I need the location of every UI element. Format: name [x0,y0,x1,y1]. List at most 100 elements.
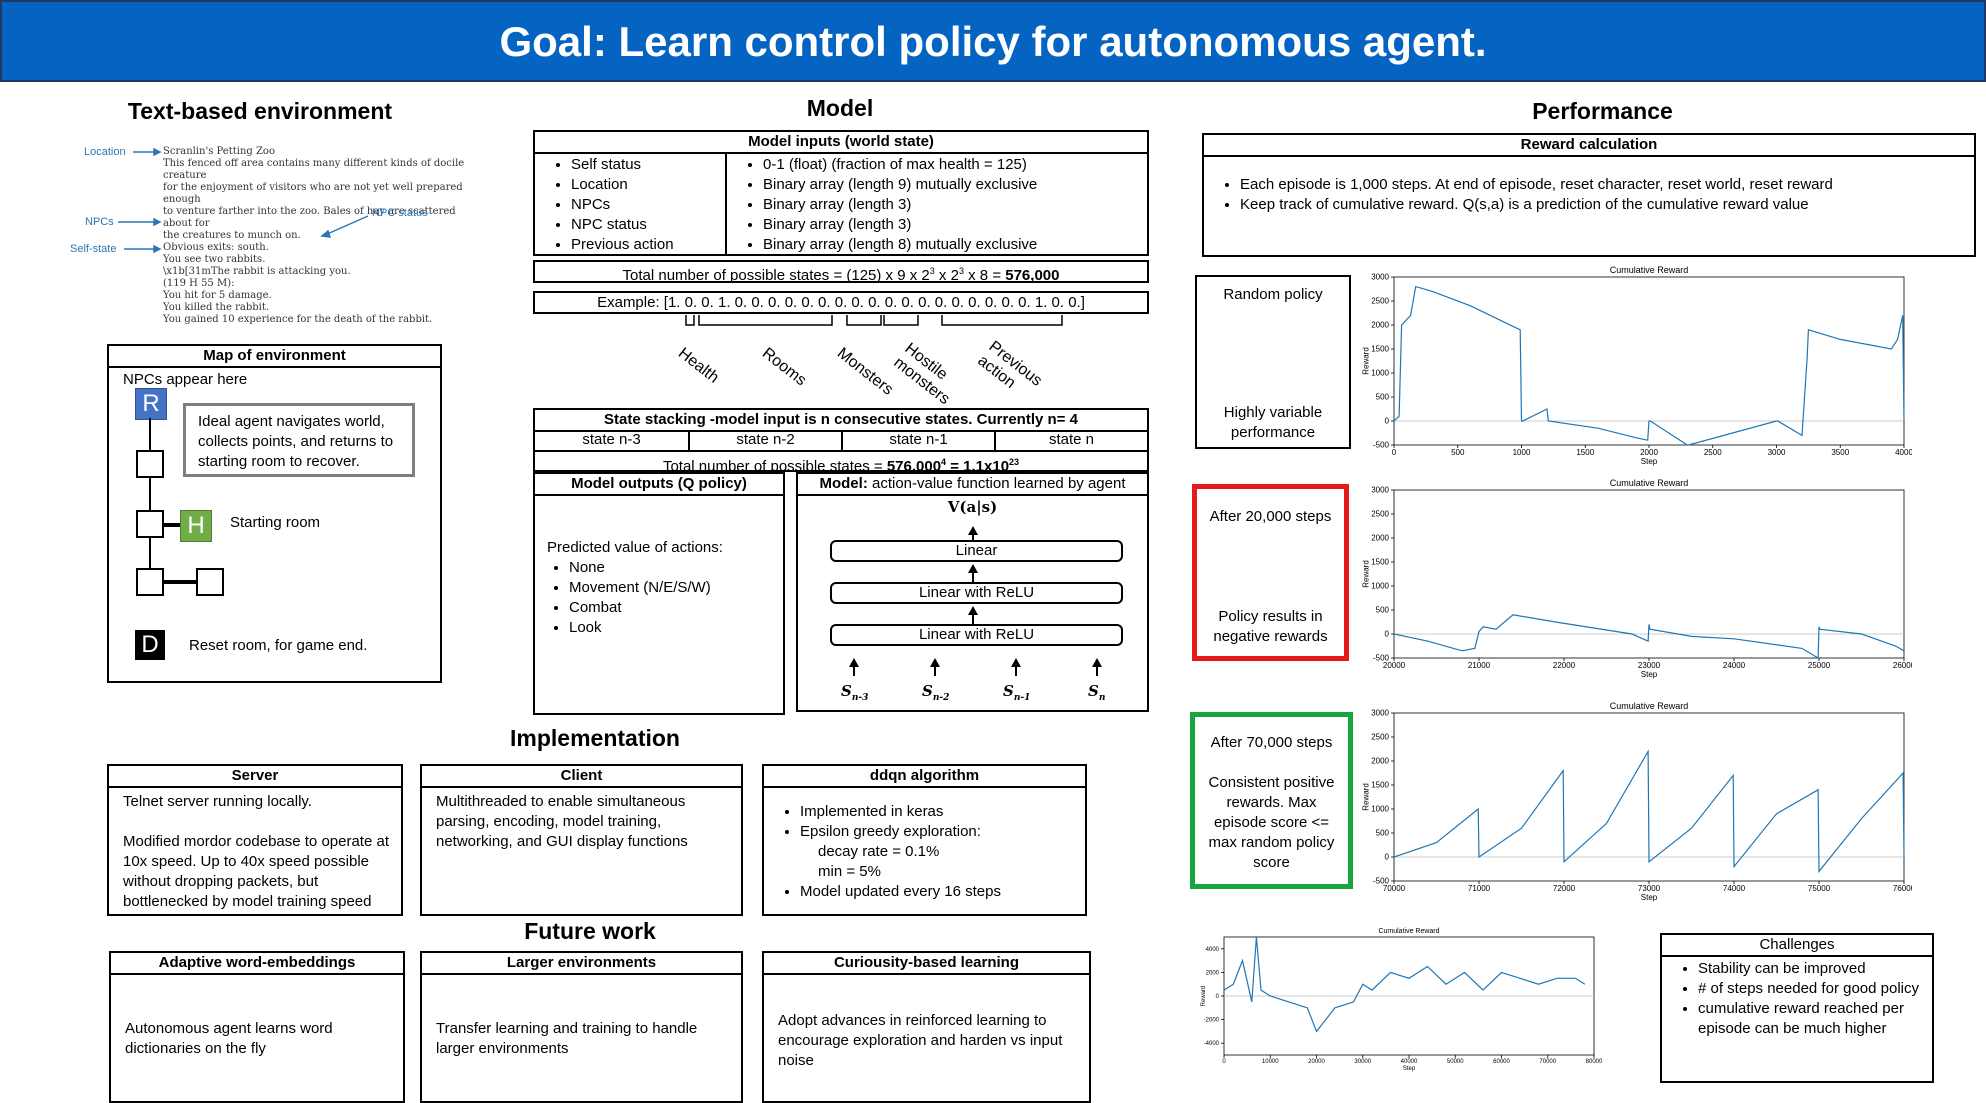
chart-ytick-label: 1000 [1371,369,1389,378]
chart-xtick-label: 20000 [1383,661,1406,670]
stack-state-2: state n-2 [736,431,795,448]
map-starting-room: Starting room [230,514,321,531]
ddqn-item-1: Implemented in keras [800,802,1100,822]
outputs-panel: Model outputs (Q policy) Predicted value… [533,472,785,715]
model-input-name: NPC status [571,215,741,235]
nn-input-arrow-2 [930,658,940,667]
perf-box-20k: After 20,000 steps Policy results in neg… [1192,484,1349,661]
chart-series-line [1393,749,1905,874]
chart-xlabel: Step [1641,893,1658,902]
map-link-h [164,523,180,527]
ddqn-list: Implemented in keras Epsilon greedy expl… [778,802,1100,902]
challenges-panel: Challenges Stability can be improved# of… [1660,933,1934,1083]
chart-xtick-label: 20000 [1308,1059,1325,1065]
nn-top-label: V(a|s) [947,498,998,516]
chart-ytick-label: 3000 [1371,273,1389,282]
group-label-health: Health [674,344,722,387]
outputs-header: Model outputs (Q policy) [535,474,783,496]
perf-box-random: Random policy Highly variable performanc… [1195,275,1351,449]
stack-total-eq: = 1.1x10 [946,458,1010,475]
chart-xtick-label: 60000 [1493,1059,1510,1065]
nn-input-s1-sub: n-3 [851,693,869,703]
client-header: Client [422,766,741,788]
challenge-item: Stability can be improved [1698,959,1946,979]
stack-div-3 [994,430,996,450]
chart-xtick-label: 73000 [1638,884,1661,893]
chart-xtick-label: 1500 [1576,448,1594,457]
env-label-npc-status: NPC status [372,207,428,219]
stacking-row-line [535,450,1147,452]
stacking-panel: State stacking -model input is n consecu… [533,408,1149,475]
output-action: Combat [569,598,711,618]
stack-total-prefix: Total number of possible states = [662,458,887,475]
nn-input-line-2 [934,666,936,676]
chart-random-policy: Cumulative Reward 0 500 1000 1500 2000 2500 300… [1361,265,1912,466]
chart-ylabel: Reward [1361,560,1370,588]
chart-xtick-label: 75000 [1808,884,1831,893]
chart-xtick-label: 30000 [1354,1059,1371,1065]
future-b-panel: Larger environments Transfer learning an… [420,951,743,1103]
chart-series-line [1393,614,1905,660]
group-label-monsters: Monsters [833,344,897,399]
example-box: Example: [1. 0. 0. 1. 0. 0. 0. 0. 0. 0. … [533,291,1149,314]
nn-input-s4: Sn [1088,682,1105,703]
group-label-previous: Previous action [974,338,1051,409]
perf-title: Performance [1532,98,1673,124]
chart-ylabel: Reward [1361,347,1370,375]
map-link-3 [149,538,151,572]
chart-xtick-label: 26000 [1893,661,1912,670]
nn-header: Model: action-value function learned by … [798,474,1147,496]
env-text-block: Scranlin's Petting Zoo This fenced off ar… [163,146,483,326]
perf-70k-top: After 70,000 steps [1210,734,1333,751]
nn-arrow-3 [968,606,978,615]
chart-ytick-label: 500 [1376,393,1390,402]
chart-series-line [1393,285,1905,446]
map-link-4 [164,580,198,584]
perf-20k-top: After 20,000 steps [1209,508,1332,525]
env-line: \x1b[31mThe rabbit is attacking you. [163,266,351,277]
total-states-prefix: Total number of possible states = (125) … [622,267,930,284]
chart-xtick-label: 3000 [1768,448,1786,457]
chart-70k-steps: Cumulative Reward 70000 71000 72000 73000 740… [1361,701,1912,902]
model-input-name: NPCs [571,195,741,215]
env-line: Obvious exits: south. [163,242,269,253]
model-input-name: Self status [571,155,741,175]
env-label-self-state: Self-state [70,243,117,255]
map-room-1 [136,450,164,478]
nn-arrow-2-line [972,572,974,582]
env-line: Scranlin's Petting Zoo [163,146,275,157]
model-input-name: Location [571,175,741,195]
chart-xtick-label: 76000 [1893,884,1912,893]
group-label-hostile-text: Hostile monsters [890,340,953,409]
nn-input-line-4 [1096,666,1098,676]
chart-xtick-label: 70000 [1539,1059,1556,1065]
nn-input-s3: Sn-1 [1003,682,1030,703]
banner-title: Goal: Learn control policy for autonomou… [499,18,1487,65]
nn-input-s4-sub: n [1098,693,1106,703]
env-label-location: Location [84,146,126,158]
future-a-panel: Adaptive word-embeddings Autonomous agen… [109,951,405,1103]
map-panel: Map of environment NPCs appear here R H … [107,344,442,683]
chart-xtick-label: 3500 [1831,448,1849,457]
outputs-intro: Predicted value of actions: [547,539,723,556]
group-label-hostile: Hostile monsters [890,340,967,411]
chart-ytick-label: 1500 [1371,558,1389,567]
title-banner: Goal: Learn control policy for autonomou… [0,0,1986,82]
stack-total: Total number of possible states = 576,00… [535,452,1147,477]
model-input-encoding: Binary array (length 3) [763,215,1163,235]
server-text-1: Telnet server running locally. [123,793,312,810]
stack-total-exp2: 23 [1009,457,1020,467]
chart-ytick-label: -4000 [1204,1041,1220,1047]
chart-ytick-label: 2500 [1371,297,1389,306]
map-node-h: H [180,510,212,542]
total-states-box: Total number of possible states = (125) … [533,260,1149,284]
chart-xtick-label: 0 [1222,1059,1226,1065]
chart-xtick-label: 2500 [1704,448,1722,457]
nn-input-line-3 [1015,666,1017,676]
ddqn-header: ddqn algorithm [764,766,1085,788]
model-input-encoding: Binary array (length 9) mutually exclusi… [763,175,1163,195]
model-inputs-right: 0-1 (float) (fraction of max health = 12… [741,155,1163,255]
nn-input-s3-sub: n-1 [1013,693,1031,703]
chart-title: Cumulative Reward [1610,701,1689,711]
chart-ytick-label: 3000 [1371,709,1389,718]
